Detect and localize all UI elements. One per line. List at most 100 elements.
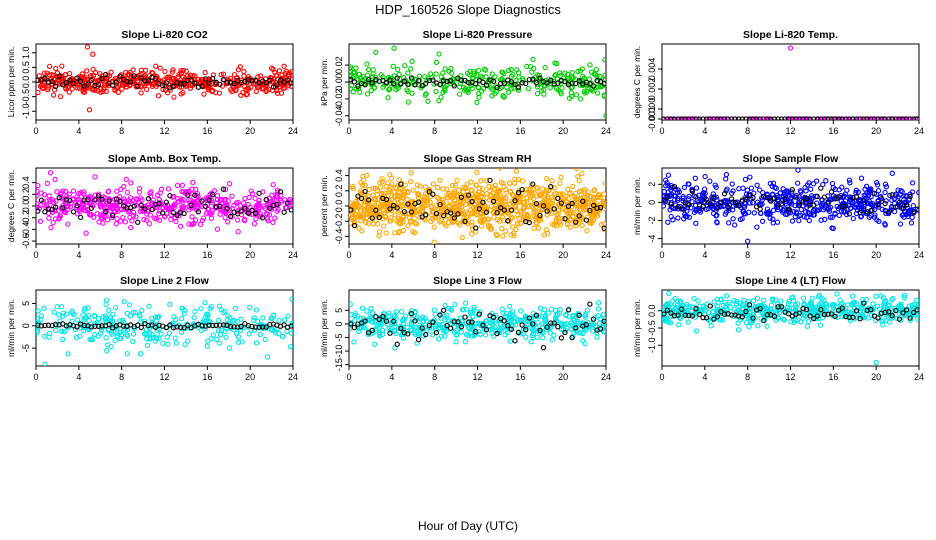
data-point [356, 328, 362, 335]
data-point [144, 342, 151, 349]
hourly-point [398, 181, 404, 187]
hourly-point [476, 311, 482, 317]
hourly-point [828, 116, 835, 120]
data-point [468, 179, 474, 185]
data-point [60, 202, 66, 208]
data-point [774, 219, 781, 225]
data-point [187, 85, 194, 91]
data-point [744, 187, 750, 193]
data-point [127, 214, 133, 221]
data-point [745, 298, 752, 305]
data-point [154, 314, 161, 321]
data-point [500, 195, 506, 202]
hourly-point [249, 323, 255, 330]
hourly-point [771, 116, 778, 120]
data-point [257, 331, 263, 338]
data-point [764, 206, 771, 212]
data-point [447, 198, 453, 204]
data-point [437, 177, 443, 184]
data-point [508, 66, 514, 73]
data-point [53, 65, 59, 72]
data-point [374, 323, 380, 329]
data-point [707, 178, 713, 184]
data-point [411, 215, 417, 221]
hourly-point [415, 78, 422, 84]
data-point [188, 197, 194, 203]
data-point [417, 183, 423, 189]
data-point [90, 66, 96, 73]
hourly-point [224, 79, 230, 85]
data-point [507, 338, 513, 344]
hourly-point [700, 203, 706, 210]
data-point [751, 210, 757, 216]
data-point [520, 178, 526, 184]
data-point [350, 69, 357, 76]
data-point [114, 216, 120, 222]
data-point [505, 211, 512, 217]
data-point [108, 69, 114, 75]
hourly-point [675, 204, 681, 210]
data-point [286, 197, 292, 204]
hourly-point [537, 212, 543, 219]
data-point [577, 68, 583, 74]
data-point [442, 333, 448, 339]
data-point [714, 212, 720, 218]
data-point [64, 311, 70, 317]
data-point [235, 229, 241, 235]
data-point [364, 308, 370, 314]
data-point [119, 86, 125, 92]
data-point [230, 318, 236, 324]
data-point [446, 204, 452, 210]
data-point [378, 72, 384, 78]
hourly-point [95, 193, 102, 199]
panel-title: Slope Line 4 (LT) Flow [735, 275, 846, 287]
y-tick-label: -0.04 [334, 106, 344, 127]
hourly-point [152, 75, 159, 82]
hourly-point [868, 207, 874, 214]
hourly-point [707, 201, 713, 207]
data-point [549, 337, 555, 343]
hourly-point [267, 77, 273, 83]
hourly-point [85, 81, 91, 87]
data-point [136, 312, 143, 318]
hourly-point [878, 196, 885, 202]
hourly-point [569, 200, 575, 207]
data-point [409, 90, 415, 96]
data-point [662, 316, 668, 323]
data-point [570, 316, 577, 322]
data-point [452, 301, 458, 308]
hourly-point [736, 203, 742, 209]
data-point [597, 194, 603, 200]
data-point [118, 335, 124, 342]
data-point [383, 230, 389, 236]
hourly-point [490, 314, 497, 320]
data-point [262, 336, 268, 343]
data-point [104, 342, 111, 348]
hourly-point [836, 116, 842, 120]
hourly-point [573, 219, 579, 225]
hourly-point [662, 311, 667, 317]
hourly-point [52, 83, 59, 90]
hourly-point [455, 319, 461, 325]
y-tick-label: 0.0 [21, 200, 31, 213]
hourly-point [907, 116, 913, 120]
data-point [269, 65, 275, 71]
data-point [538, 88, 545, 94]
data-point [860, 312, 866, 318]
data-point [515, 176, 521, 183]
data-point [502, 332, 508, 338]
y-tick-label: -0.5 [21, 89, 31, 105]
hourly-point [426, 77, 432, 84]
hourly-point [515, 329, 522, 336]
hourly-point [505, 218, 511, 224]
hourly-point [914, 206, 919, 212]
hourly-point [412, 318, 418, 324]
data-point [797, 188, 804, 194]
data-point [366, 209, 372, 215]
data-point [662, 188, 667, 195]
data-point [680, 116, 687, 120]
data-point [377, 320, 383, 326]
hourly-point [818, 306, 824, 313]
x-tick-label: 8 [745, 372, 750, 382]
hourly-point [562, 329, 568, 336]
